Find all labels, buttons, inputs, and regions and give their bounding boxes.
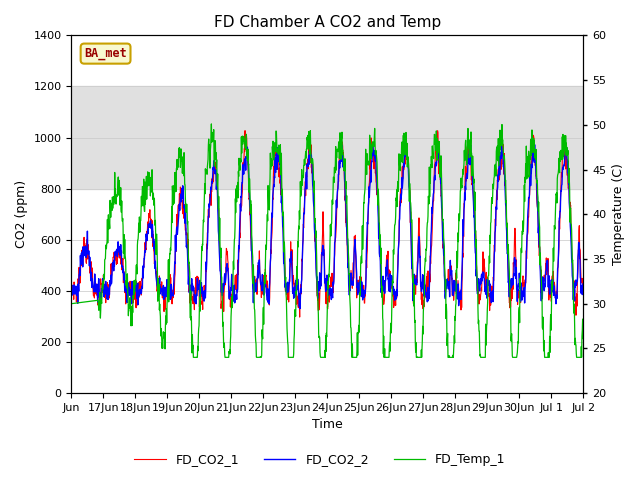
Text: BA_met: BA_met (84, 47, 127, 60)
Legend: FD_CO2_1, FD_CO2_2, FD_Temp_1: FD_CO2_1, FD_CO2_2, FD_Temp_1 (129, 448, 511, 471)
Bar (72, 86, 583, 189)
Title: FD Chamber A CO2 and Temp: FD Chamber A CO2 and Temp (214, 15, 441, 30)
Y-axis label: Temperature (C): Temperature (C) (612, 163, 625, 265)
X-axis label: Time: Time (312, 419, 343, 432)
Y-axis label: CO2 (ppm): CO2 (ppm) (15, 180, 28, 248)
